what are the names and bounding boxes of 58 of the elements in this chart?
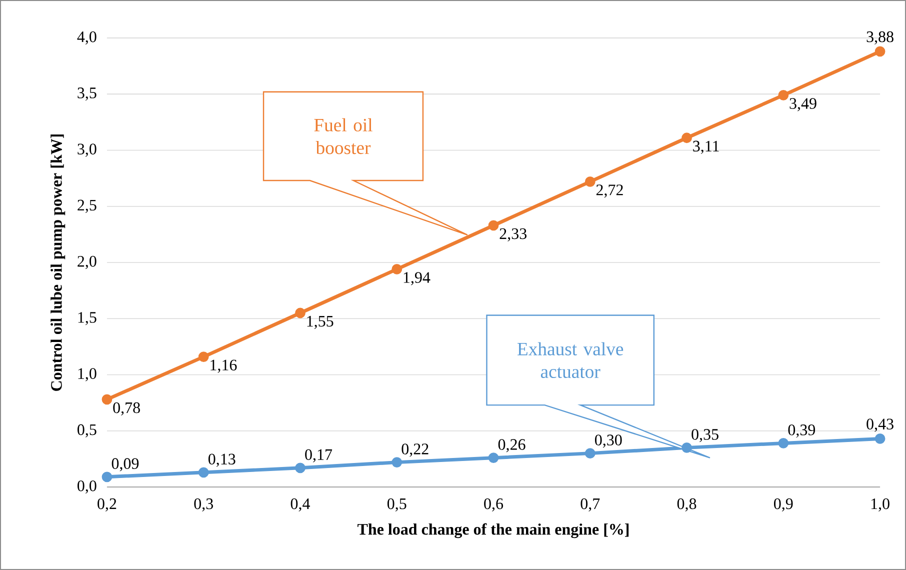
point [488,452,499,464]
point [295,308,306,318]
x-tick-label: 0,4 [290,498,310,512]
y-tick-label: 2,0 [78,256,96,270]
data-label: 0,43 [866,418,894,432]
x-tick-label: 0,6 [484,498,504,512]
point [778,438,789,448]
x-tick-label: 0,5 [387,498,406,512]
y-tick-label: 4,0 [77,31,96,45]
point [295,462,306,474]
x-tick-label: 1,0 [871,498,890,512]
point [682,442,692,453]
x-axis-title: The load change of the main engine [%] [358,523,629,538]
y-tick-label: 3,0 [78,144,96,157]
x-tick-label: 0,9 [774,498,793,512]
x-tick-label: 0,7 [580,498,600,512]
data-label: 0,30 [595,434,622,448]
point [874,46,886,57]
point [778,90,789,100]
y-tick-label: 0,0 [78,480,96,494]
point [584,176,596,187]
x-tick-label: 0,3 [194,498,213,512]
x-tick-label: 0,8 [677,498,696,512]
x-tick-label: 0,2 [98,498,116,512]
point [874,434,886,444]
data-label: 0,09 [112,458,139,472]
data-label: 0,26 [498,439,526,452]
y-tick-label: 1,5 [78,312,96,326]
point [682,132,692,144]
data-label: 0,39 [788,424,816,438]
point [488,220,499,231]
point [392,264,402,274]
text: Fuel oil booster [314,118,372,154]
point [584,448,596,459]
text: Exhaust valve actuator [517,342,624,378]
data-label: 3,88 [866,31,894,45]
data-label: 2,33 [500,228,526,242]
point [102,394,112,405]
point [198,467,209,478]
data-label: 0,78 [113,402,140,416]
data-label: 3,49 [790,98,816,112]
point [198,352,209,362]
y-tick-label: 0,5 [78,424,96,438]
y-tick-label: 3,5 [78,88,96,101]
point [102,472,112,482]
data-label: 1,55 [307,316,334,329]
y-tick-label: 1,0 [78,368,96,382]
data-label: 0,17 [305,449,332,462]
data-label: 0,13 [208,454,236,467]
data-label: 0,22 [402,444,428,457]
data-label: 0,35 [692,429,718,442]
data-label: 1,94 [404,272,430,286]
y-axis-title: Control oil lube oil pump power [kW] [50,134,66,391]
data-label: 3,11 [693,140,719,154]
y-tick-label: 2,5 [78,200,96,213]
point [392,457,402,468]
data-label: 1,16 [210,360,237,373]
data-label: 2,72 [596,184,623,198]
